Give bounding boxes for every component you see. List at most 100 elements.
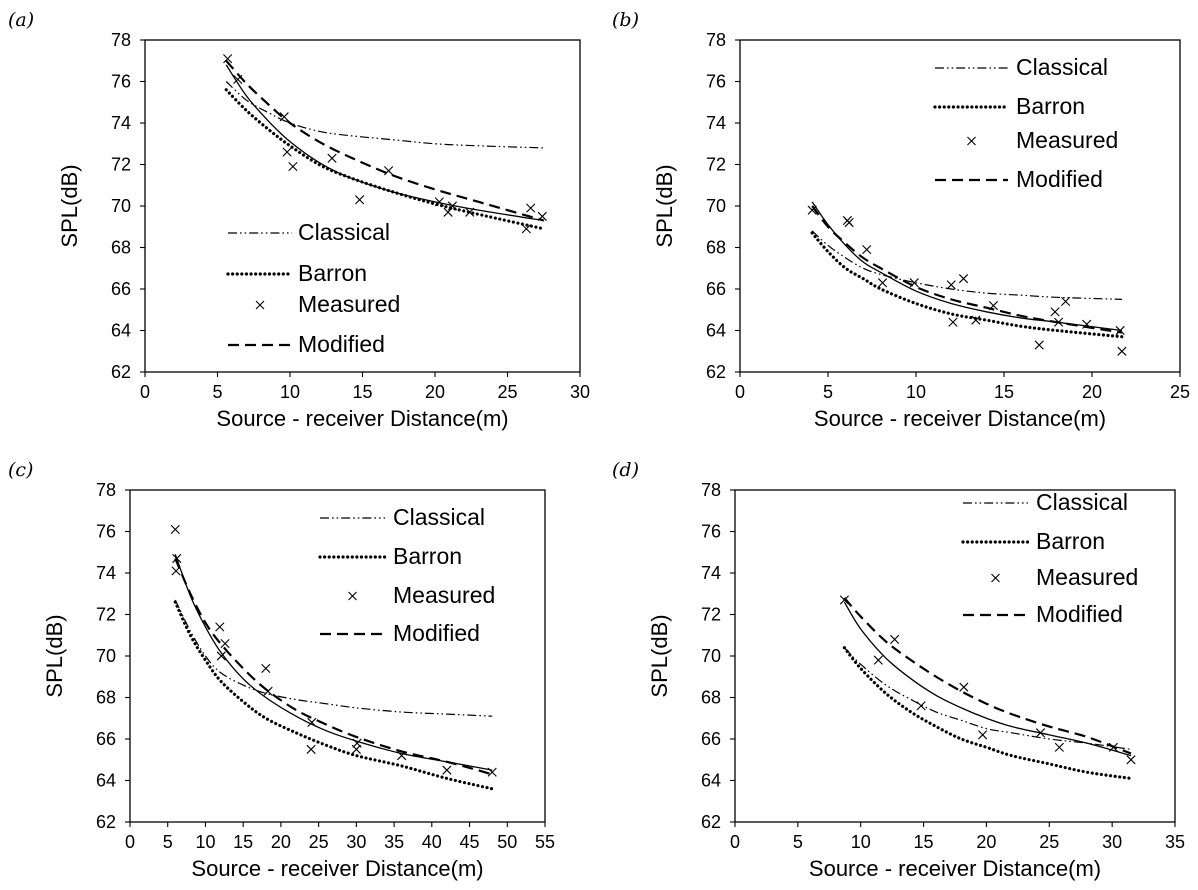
series-barron-line — [173, 600, 494, 791]
measured-point — [1126, 755, 1136, 765]
measured-point — [1061, 296, 1071, 307]
measured-point — [170, 524, 180, 535]
measured-point — [948, 317, 958, 327]
x-tick-label: 30 — [570, 382, 590, 402]
measured-point — [873, 655, 883, 665]
x-tick-label: 0 — [735, 382, 745, 402]
x-tick-label: 10 — [906, 382, 926, 402]
y-tick-label: 66 — [701, 729, 721, 749]
x-tick-label: 20 — [976, 832, 996, 852]
panel-label: (a) — [8, 9, 34, 31]
y-tick-label: 78 — [701, 480, 721, 500]
series-classical-line — [811, 230, 1122, 300]
y-tick-label: 62 — [96, 812, 116, 832]
panel-label: (d) — [612, 459, 639, 481]
y-axis-title: SPL(dB) — [42, 614, 67, 697]
x-tick-label: 25 — [1039, 832, 1059, 852]
legend-label-barron: Barron — [393, 543, 462, 569]
measured-point — [261, 663, 271, 674]
x-tick-label: 15 — [352, 382, 372, 402]
x-tick-label: 35 — [1165, 832, 1185, 852]
x-tick-label: 0 — [140, 382, 150, 402]
series-classical-line — [174, 599, 493, 717]
legend-label-classical: Classical — [298, 219, 390, 245]
legend-label-measured: Measured — [1036, 564, 1138, 590]
measured-point — [215, 622, 225, 632]
legend: Classical Barron Measured Modified — [933, 54, 1118, 192]
y-tick-label: 68 — [96, 688, 116, 708]
x-axis-title: Source - receiver Distance(m) — [191, 856, 483, 881]
legend-label-barron: Barron — [1016, 93, 1085, 119]
measured-point — [978, 730, 988, 740]
x-axis-title: Source - receiver Distance(m) — [809, 856, 1101, 881]
y-tick-label: 74 — [96, 563, 116, 583]
x-tick-label: 10 — [851, 832, 871, 852]
series-barron-line — [810, 231, 1124, 339]
legend-marker-measured — [348, 591, 357, 601]
measured-point — [282, 147, 292, 157]
series-modified-line — [225, 60, 545, 222]
measured-point — [288, 161, 298, 172]
series-modified-line — [811, 205, 1123, 334]
legend: Classical Barron Measured Modified — [318, 504, 495, 646]
measured-point — [306, 744, 316, 754]
series-barron-line — [224, 88, 546, 231]
series-modified-line — [174, 558, 493, 776]
y-tick-label: 72 — [96, 605, 116, 625]
panel-b: (b) 0 5 10 15 20 25 62 64 66 68 70 72 74 76 78 Source - … — [612, 9, 1190, 431]
measured-point — [959, 682, 969, 692]
measured-point — [1117, 346, 1127, 356]
measured-point — [1054, 742, 1064, 752]
x-tick-label: 10 — [280, 382, 300, 402]
y-tick-label: 78 — [111, 30, 131, 50]
y-tick-label: 78 — [706, 30, 726, 50]
panel-label: (b) — [612, 9, 639, 31]
y-tick-label: 70 — [96, 646, 116, 666]
y-tick-label: 70 — [706, 196, 726, 216]
x-tick-label: 5 — [163, 832, 173, 852]
panel-d: (d) 0 5 10 15 20 25 30 35 62 64 66 68 70 72 74 76 78 Sourc… — [612, 459, 1185, 881]
legend-label-modified: Modified — [1016, 166, 1103, 192]
series-measured — [170, 524, 497, 777]
y-tick-label: 64 — [706, 321, 726, 341]
y-tick-label: 62 — [706, 362, 726, 382]
series-fit-line — [811, 201, 1123, 332]
plot-frame — [734, 489, 1176, 823]
panel-label: (c) — [8, 459, 33, 481]
x-axis-title: Source - receiver Distance(m) — [216, 406, 508, 431]
series-fit-line — [843, 601, 1132, 757]
measured-point — [844, 218, 854, 228]
x-tick-label: 35 — [384, 832, 404, 852]
y-tick-label: 66 — [111, 279, 131, 299]
y-tick-label: 68 — [701, 688, 721, 708]
y-tick-label: 62 — [111, 362, 131, 382]
measured-point — [877, 278, 888, 288]
panel-a: (a) 0 5 10 15 20 25 30 62 64 66 68 70 72 74 76 78 Source … — [8, 9, 590, 431]
measured-point — [1034, 340, 1044, 350]
legend-marker-measured — [255, 300, 265, 310]
x-tick-label: 0 — [730, 832, 740, 852]
y-tick-label: 62 — [701, 812, 721, 832]
y-tick-label: 72 — [701, 605, 721, 625]
y-tick-label: 66 — [706, 279, 726, 299]
series-classical-line — [225, 81, 544, 149]
legend-label-measured: Measured — [393, 582, 495, 608]
x-tick-label: 30 — [346, 832, 366, 852]
legend-label-classical: Classical — [1036, 489, 1128, 515]
y-tick-label: 64 — [96, 771, 116, 791]
y-tick-label: 70 — [111, 196, 131, 216]
x-tick-label: 20 — [271, 832, 291, 852]
x-tick-label: 15 — [233, 832, 253, 852]
legend-label-measured: Measured — [298, 291, 400, 317]
legend: Classical Barron Measured Modified — [961, 489, 1138, 627]
legend-label-barron: Barron — [1036, 528, 1105, 554]
x-tick-label: 15 — [994, 382, 1014, 402]
y-tick-label: 72 — [706, 155, 726, 175]
measured-point — [220, 638, 230, 649]
legend-label-classical: Classical — [1016, 54, 1108, 80]
plot-frame — [144, 39, 581, 373]
plot-frame — [739, 39, 1181, 373]
y-tick-label: 76 — [706, 72, 726, 92]
y-tick-label: 78 — [96, 480, 116, 500]
